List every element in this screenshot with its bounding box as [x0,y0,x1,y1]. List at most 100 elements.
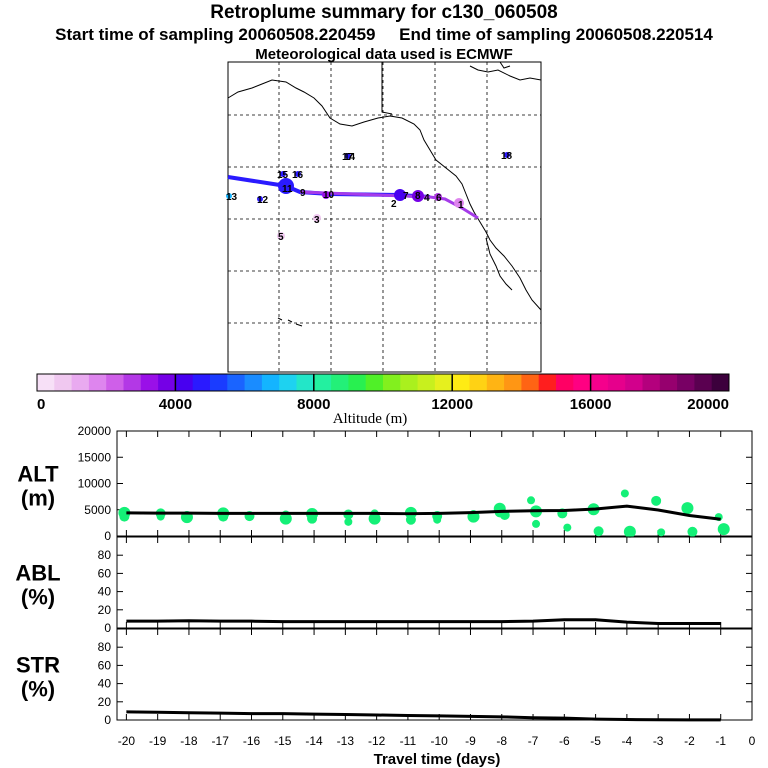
x-tick-label: -8 [496,734,507,748]
map-point [454,198,464,208]
colorbar-tick-label: 20000 [687,396,729,413]
colorbar-label: Altitude (m) [333,411,408,427]
y-tick-label: 60 [98,658,112,672]
map-point [313,214,321,222]
alt-scatter-point [433,515,442,524]
y-tick-label: 10000 [78,477,112,491]
map-point-label: 7 [403,191,409,202]
x-tick-label: -20 [118,734,136,748]
colorbar-cell [607,374,626,391]
panel-ylabel-unit: (%) [21,585,55,610]
x-tick-label: -1 [715,734,726,748]
x-tick-label: 0 [749,734,756,748]
colorbar-cell [106,374,124,391]
map-point-label: 17 [342,152,354,163]
end-time-text: End time of sampling 20060508.220514 [399,25,713,44]
altitude-colorbar: 0 4000 8000 12000 16000 20000 Altitude (m) [36,373,730,427]
alt-scatter-point [717,523,730,536]
y-tick-label: 60 [98,566,112,580]
colorbar-cell [296,374,315,391]
panel-ylabel-unit: (%) [21,677,55,702]
colorbar-cell [521,374,540,391]
colorbar-cell [331,374,349,391]
map-point [278,178,294,194]
map-point-label: 3 [314,215,320,226]
x-tick-label: -18 [180,734,198,748]
x-tick-label: -13 [337,734,355,748]
sampling-times: Start time of sampling 20060508.220459 E… [0,25,768,45]
colorbar-cell [192,374,211,391]
map-point-label: 13 [226,192,238,203]
panel-frame [116,628,753,721]
panel-frame [116,536,753,629]
map-frame [227,61,542,373]
colorbar-cell [37,374,55,391]
y-tick-label: 20000 [78,424,112,438]
chart-title: Retroplume summary for c130_060508 [210,2,558,23]
map-point-label: 15 [277,170,289,181]
map-point-label: 16 [292,170,304,181]
colorbar-cell [88,374,107,391]
colorbar-cell [504,374,522,391]
trajectory-day-labels: 1 2 3 4 5 6 7 8 9 10 11 12 13 14 15 16 1… [226,151,513,243]
alt-scatter-point [527,496,536,505]
colorbar-cell [590,374,609,391]
colorbar-cell [244,374,263,391]
x-tick-label: -7 [528,734,539,748]
alt-scatter-point [344,517,353,526]
colorbar-cell [175,374,194,391]
colorbar-cell [417,374,436,391]
x-tick-label: -9 [465,734,476,748]
alt-scatter-point [623,525,636,538]
x-tick-label: -2 [684,734,695,748]
map-point [277,232,285,240]
alt-scatter-point [593,526,604,537]
map-point [504,152,510,158]
panel-str: 80 60 40 20 0 STR(%) [16,628,753,727]
alt-scatter-point [405,514,416,525]
panel-ylabel: ALT [17,462,59,487]
panel-ylabel: ABL [15,561,60,586]
colorbar-cell [71,374,90,391]
x-tick-label: -4 [622,734,633,748]
str-line [126,710,721,722]
colorbar-cell [711,374,730,391]
map-point-label: 18 [501,151,513,162]
alt-scatter-point [532,519,541,528]
map-point-label: 2 [391,199,397,210]
y-tick-label: 20 [98,695,112,709]
trajectory-points [226,152,510,240]
y-tick-label: 0 [104,529,111,543]
colorbar-cell [140,374,159,391]
map-point-label: 12 [257,195,269,206]
map-point-label: 11 [282,184,293,195]
alt-scatter-point [245,513,254,522]
trajectory-map: 1 2 3 4 5 6 7 8 9 10 11 12 13 14 15 16 1… [226,61,542,373]
map-point-label: 4 [424,193,430,204]
x-tick-label: -11 [400,734,417,748]
alt-scatter-point [368,512,381,525]
map-point-label: 10 [323,190,335,201]
alt-scatter-point [620,489,629,498]
alt-scatter-point [681,502,694,515]
colorbar-cell [313,374,332,391]
x-tick-label: -12 [368,734,386,748]
colorbar-tick-label: 4000 [159,396,192,413]
abl-line [126,618,721,625]
x-tick-label: -5 [590,734,601,748]
alt-scatter-point [307,513,318,524]
alt-scatter-point [657,528,666,537]
alt-scatter-point [687,526,698,537]
y-tick-label: 40 [98,677,112,691]
colorbar-cell [434,374,453,391]
colorbar-cell [227,374,246,391]
panel-abl: 80 60 40 20 0 ABL(%) [15,536,753,635]
colorbar-frame [36,373,730,392]
x-axis-ticks: -20 -19 -18 -17 -16 -15 -14 -13 -12 -11 -10 -9 -8 -7-… [118,734,756,748]
colorbar-ticks: 0 4000 8000 12000 16000 20000 [37,374,729,413]
x-axis-label: Travel time (days) [374,751,501,768]
map-point [257,196,263,202]
colorbar-cell [452,374,470,391]
colorbar-cell [261,374,280,391]
